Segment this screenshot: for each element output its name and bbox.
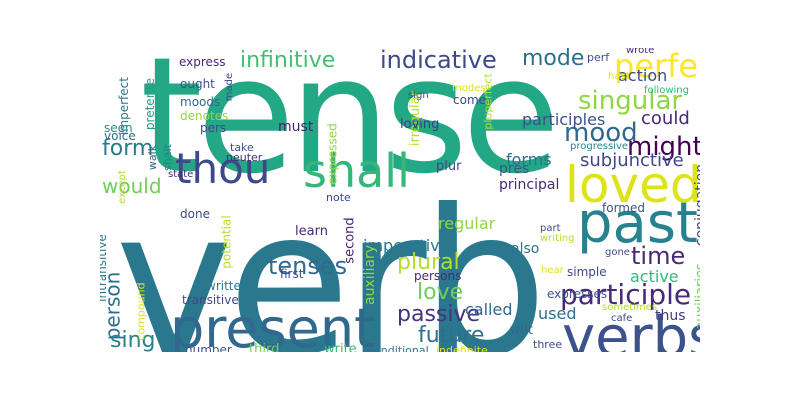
word-learn: learn xyxy=(295,224,328,239)
word-three: three xyxy=(533,338,563,351)
word-forms: forms xyxy=(506,150,552,169)
word-gone: gone xyxy=(605,247,630,258)
word-first: first xyxy=(280,267,304,281)
word-persons: persons xyxy=(414,269,462,283)
word-cloud: verb tense present verbs past loved thou… xyxy=(100,48,700,352)
word-written: written xyxy=(206,279,249,293)
word-mode: mode xyxy=(522,48,585,71)
word-second: second xyxy=(342,217,358,264)
word-hast: hast xyxy=(608,71,630,82)
word-future: future xyxy=(418,323,485,348)
word-express: express xyxy=(179,55,226,69)
word-cafe: cafe xyxy=(611,313,633,324)
word-third: third xyxy=(249,342,280,352)
word-modes: modes xyxy=(452,83,486,94)
word-sign: sign xyxy=(408,90,429,101)
word-wilt: wilt xyxy=(510,323,533,338)
word-part: part xyxy=(540,223,561,234)
word-time: time xyxy=(631,242,686,270)
word-loved: loved xyxy=(565,156,700,214)
word-conditional: conditional xyxy=(368,344,429,352)
word-formed: formed xyxy=(602,201,645,215)
word-indicative: indicative xyxy=(380,48,497,74)
word-would: would xyxy=(102,174,162,198)
word-perf: perf xyxy=(587,51,610,64)
word-shall: shall xyxy=(303,144,410,198)
word-form: form xyxy=(102,136,154,161)
word-auxiliaries: auxiliaries xyxy=(693,263,700,330)
word-state: state xyxy=(168,169,194,180)
word-infinitive: infinitive xyxy=(240,48,336,73)
word-thou: thou xyxy=(175,144,271,193)
word-conjugation: conjugation xyxy=(693,163,700,247)
word-expressed: expressed xyxy=(325,123,340,185)
word-verbs: verbs xyxy=(562,305,700,353)
word-take: take xyxy=(230,141,254,154)
word-ought: ought xyxy=(180,77,215,91)
word-following: following xyxy=(644,85,689,96)
word-subjunctive: subjunctive xyxy=(580,150,684,171)
word-participles: participles xyxy=(522,110,606,129)
word-thus: thus xyxy=(655,308,686,324)
word-passive: passive xyxy=(397,302,481,327)
word-pres: pres xyxy=(499,161,530,177)
word-preterite: preterite xyxy=(143,77,158,131)
word-love: love xyxy=(417,280,464,305)
word-tenses: tenses xyxy=(268,252,348,280)
word-come: come xyxy=(453,93,487,107)
word-called: called xyxy=(465,300,513,319)
word-intransitive: intransitive xyxy=(100,234,109,302)
word-shalt: shalt xyxy=(160,144,174,171)
word-indefinite: indefinite xyxy=(436,344,488,352)
word-writing: writing xyxy=(540,233,575,244)
word-hear: hear xyxy=(541,265,564,276)
word-loving: loving xyxy=(400,117,440,132)
word-perfect: perfect xyxy=(614,48,700,85)
word-potential: potential xyxy=(219,215,234,269)
word-pluperfect: pluperfect xyxy=(481,73,495,130)
word-principal: principal xyxy=(499,177,560,193)
word-plur: plur xyxy=(436,159,462,174)
word-compound: compound xyxy=(134,282,148,341)
word-imperative: imperative xyxy=(363,236,450,255)
word-sing: sing xyxy=(110,328,156,352)
word-except: except xyxy=(116,170,128,204)
word-made: made xyxy=(224,72,236,102)
word-auxiliary: auxiliary xyxy=(362,244,379,306)
word-wrote: wrote xyxy=(626,48,655,56)
word-present: present xyxy=(170,297,376,353)
word-participle: participle xyxy=(560,278,692,311)
word-might: might xyxy=(627,132,700,162)
word-denotes: denotes xyxy=(180,109,229,123)
word-tense: tense xyxy=(140,48,560,209)
word-must: must xyxy=(278,119,314,135)
word-done: done xyxy=(180,207,210,221)
word-seen: seen xyxy=(104,121,133,135)
word-write: write xyxy=(324,342,357,352)
word-progressive: progressive xyxy=(570,141,629,152)
word-pers: pers xyxy=(200,121,227,135)
word-simple: simple xyxy=(567,265,607,279)
word-past: past xyxy=(577,191,698,256)
word-number: number xyxy=(185,343,232,352)
word-also: also xyxy=(511,241,540,257)
word-regular: regular xyxy=(438,214,496,233)
word-active: active xyxy=(630,267,679,286)
word-verb: verb xyxy=(115,167,548,353)
word-singular: singular xyxy=(578,86,683,116)
word-sometimes: sometimes xyxy=(602,302,658,313)
word-voice: voice xyxy=(104,129,136,143)
word-moods: moods xyxy=(180,95,221,109)
word-note: note xyxy=(326,191,351,204)
word-expresses: expresses xyxy=(547,287,608,301)
word-used: used xyxy=(538,304,577,323)
word-action: action xyxy=(618,66,668,85)
word-mood: mood xyxy=(564,118,638,148)
word-plural: plural xyxy=(397,250,460,275)
word-walk: walk xyxy=(146,144,160,171)
word-neuter: neuter xyxy=(226,151,263,164)
word-could: could xyxy=(641,108,690,129)
word-transitive: transitive xyxy=(182,293,239,307)
